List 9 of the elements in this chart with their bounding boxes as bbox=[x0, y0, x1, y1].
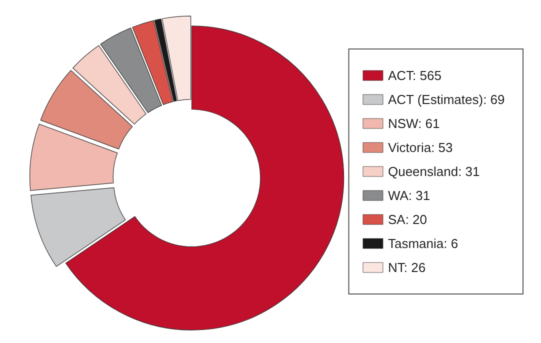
legend-label: SA: 20 bbox=[388, 212, 428, 227]
legend-label: WA: 31 bbox=[388, 188, 430, 203]
legend-label: ACT: 565 bbox=[388, 68, 442, 83]
legend-label: Tasmania: 6 bbox=[388, 236, 458, 251]
legend-label: NT: 26 bbox=[388, 260, 426, 275]
legend-label: ACT (Estimates): 69 bbox=[388, 92, 505, 107]
legend-label: Victoria: 53 bbox=[388, 140, 453, 155]
legend-label: NSW: 61 bbox=[388, 116, 440, 131]
legend-label: Queensland: 31 bbox=[388, 164, 480, 179]
